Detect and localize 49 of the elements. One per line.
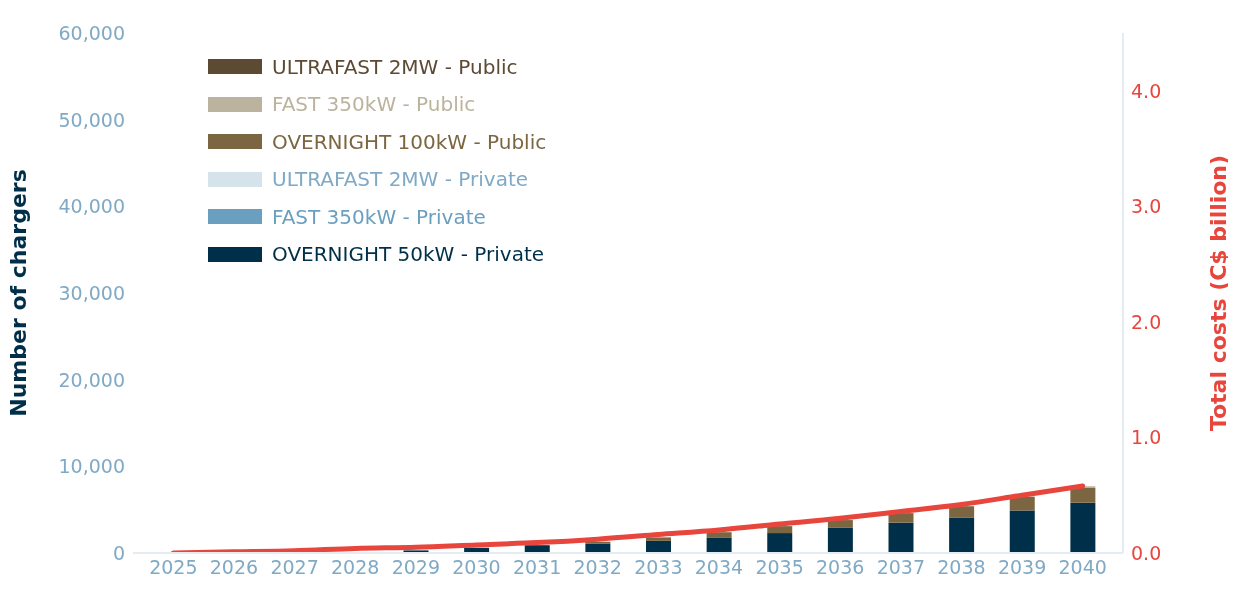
y2-tick-label: 4.0 (1131, 79, 1162, 102)
legend-label: OVERNIGHT 50kW - Private (272, 242, 545, 267)
bar (1009, 510, 1035, 553)
bar (706, 537, 732, 553)
x-tick-label: 2031 (512, 556, 562, 579)
legend-label: OVERNIGHT 100kW - Public (272, 129, 547, 154)
y-tick-label: 20,000 (58, 368, 125, 391)
x-tick-label: 2036 (816, 556, 865, 579)
x-tick-label: 2039 (997, 556, 1047, 579)
bar (1070, 488, 1096, 503)
legend-label: ULTRAFAST 2MW - Public (272, 54, 518, 79)
x-tick-label: 2033 (634, 556, 683, 579)
y-tick-label: 50,000 (58, 108, 125, 131)
y-axis-title: Number of chargers (5, 169, 31, 417)
bar (646, 537, 671, 541)
bar (1070, 502, 1096, 553)
y2-tick-label: 3.0 (1131, 195, 1162, 218)
bar (767, 526, 793, 534)
bar (585, 543, 611, 553)
x-tick-label: 2028 (331, 556, 380, 579)
x-tick-label: 2040 (1058, 556, 1107, 579)
bar (767, 533, 793, 553)
x-tick-label: 2035 (755, 556, 804, 579)
bar (888, 522, 914, 553)
x-tick-label: 2027 (270, 556, 319, 579)
bar (949, 517, 975, 553)
bar (827, 527, 853, 553)
y-tick-label: 10,000 (58, 455, 125, 478)
x-tick-label: 2025 (149, 556, 198, 579)
x-tick-label: 2037 (876, 556, 925, 579)
y2-tick-label: 2.0 (1131, 310, 1162, 333)
bar (646, 540, 671, 553)
x-tick-label: 2030 (452, 556, 501, 579)
y2-tick-label: 0.0 (1131, 541, 1162, 564)
bar (1009, 496, 1035, 511)
legend-label: FAST 350kW - Public (272, 92, 476, 117)
y-tick-label: 30,000 (58, 282, 125, 304)
x-tick-label: 2029 (391, 556, 440, 579)
x-tick-label: 2038 (937, 556, 986, 579)
y2-tick-label: 1.0 (1131, 426, 1162, 449)
bar (888, 513, 914, 523)
x-tick-label: 2026 (209, 556, 259, 579)
x-tick-label: 2034 (694, 556, 744, 579)
x-tick-label: 2032 (573, 556, 622, 579)
y-tick-label: 40,000 (58, 195, 125, 218)
y-tick-label: 0 (112, 542, 125, 564)
legend-label: FAST 350kW - Private (272, 204, 486, 229)
legend-label: ULTRAFAST 2MW - Private (272, 167, 529, 192)
y-tick-label: 60,000 (58, 22, 125, 44)
